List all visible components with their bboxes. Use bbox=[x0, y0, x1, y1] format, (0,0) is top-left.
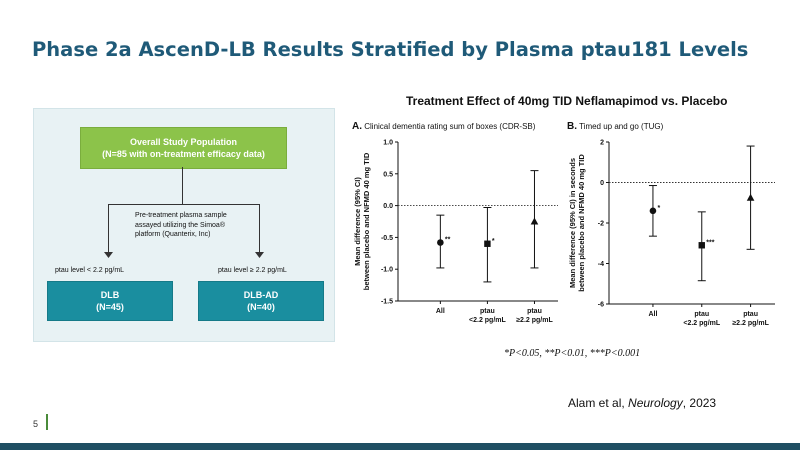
overall-population-box: Overall Study Population (N=85 with on-t… bbox=[80, 127, 287, 169]
page-number: 5 bbox=[33, 419, 39, 429]
tug-xlabel-2-line1: ptau bbox=[743, 311, 758, 318]
panel-a-label: A. Clinical dementia rating sum of boxes… bbox=[352, 121, 535, 132]
cdr-sb-chart: Mean difference (95% CI) between placebo … bbox=[353, 140, 558, 324]
tug-significance-1: *** bbox=[706, 239, 714, 246]
cdr-xlabel-2-line2: ≥2.2 pg/mL bbox=[516, 317, 553, 324]
citation-prefix: Alam et al, bbox=[568, 396, 629, 410]
tug-point-0 bbox=[649, 207, 657, 215]
cdr-point-0 bbox=[437, 239, 444, 246]
arrow-left-icon bbox=[104, 252, 113, 258]
dlb-ad-box-count: (N=40) bbox=[247, 302, 275, 312]
dlb-box-title: DLB bbox=[100, 290, 120, 300]
cdr-ytick-label-2: 0.0 bbox=[383, 203, 393, 210]
significance-note: *P<0.05, **P<0.01, ***P<0.001 bbox=[504, 348, 641, 359]
tug-ytick-label-4: -6 bbox=[598, 302, 604, 309]
dlb-ad-box-title: DLB-AD bbox=[243, 290, 279, 300]
cdr-ylabel-2: between placebo and NFMD 40 mg TID bbox=[362, 152, 371, 290]
tug-ytick-label-0: 2 bbox=[600, 140, 604, 147]
tug-ytick-label-1: 0 bbox=[600, 180, 604, 187]
right-threshold-label: ptau level ≥ 2.2 pg/mL bbox=[218, 267, 287, 274]
dlb-ad-box: DLB-AD (N=40) bbox=[198, 281, 324, 321]
arrow-right-icon bbox=[255, 252, 264, 258]
footer-bar bbox=[0, 443, 800, 450]
tug-xlabel-2-line2: ≥2.2 pg/mL bbox=[732, 320, 769, 327]
cdr-xlabel-2-line1: ptau bbox=[527, 308, 542, 315]
citation-suffix: , 2023 bbox=[682, 396, 717, 410]
tug-ylabel-1: Mean difference (95% CI) in seconds bbox=[568, 158, 577, 288]
assay-line-2: assayed utilizing the Simoa® bbox=[135, 221, 225, 229]
cdr-ylabel-1: Mean difference (95% CI) bbox=[353, 177, 362, 266]
slide-title: Phase 2a AscenD-LB Results Stratified by… bbox=[32, 38, 749, 61]
assay-description: Pre-treatment plasma sample assayed util… bbox=[135, 211, 227, 240]
cdr-ytick-label-4: -1.0 bbox=[381, 267, 393, 274]
cdr-ytick-label-1: 0.5 bbox=[383, 171, 393, 178]
tug-ytick-label-3: -4 bbox=[598, 261, 604, 268]
overall-population-count: (N=85 with on-treatment efficacy data) bbox=[102, 149, 265, 159]
connector-left bbox=[108, 204, 109, 254]
panel-b-label: B. Timed up and go (TUG) bbox=[567, 121, 663, 132]
cdr-point-1 bbox=[484, 240, 491, 247]
citation: Alam et al, Neurology, 2023 bbox=[568, 396, 716, 410]
panel-b-letter: B. bbox=[567, 121, 577, 132]
tug-ytick-label-2: -2 bbox=[598, 221, 604, 228]
cdr-ytick-label-5: -1.5 bbox=[381, 299, 393, 306]
cdr-significance-0: ** bbox=[445, 236, 451, 243]
cdr-xlabel-1-line1: ptau bbox=[480, 308, 495, 315]
tug-significance-0: * bbox=[657, 205, 660, 212]
tug-xlabel-1-line2: <2.2 pg/mL bbox=[683, 320, 720, 327]
cdr-xlabel-1-line2: <2.2 pg/mL bbox=[469, 317, 506, 324]
tug-ylabel-2: between placebo and NFMD 40 mg TID bbox=[577, 154, 586, 292]
cdr-ytick-label-0: 1.0 bbox=[383, 140, 393, 147]
tug-chart: Mean difference (95% CI) in seconds betwe… bbox=[568, 140, 775, 327]
tug-xlabel-0-line1: All bbox=[648, 311, 657, 318]
connector-horizontal bbox=[108, 204, 260, 205]
citation-journal: Neurology bbox=[628, 396, 683, 410]
tug-point-2 bbox=[746, 193, 755, 201]
panel-a-letter: A. bbox=[352, 121, 362, 132]
dlb-box-count: (N=45) bbox=[96, 302, 124, 312]
assay-line-1: Pre-treatment plasma sample bbox=[135, 212, 227, 219]
chart-header: Treatment Effect of 40mg TID Neflamapimo… bbox=[406, 94, 728, 108]
left-threshold-label: ptau level < 2.2 pg/mL bbox=[55, 267, 125, 274]
cdr-ytick-label-3: -0.5 bbox=[381, 235, 393, 242]
page-number-divider bbox=[46, 414, 48, 430]
panel-b-title: Timed up and go (TUG) bbox=[579, 122, 664, 131]
overall-population-title: Overall Study Population bbox=[129, 137, 237, 147]
connector-vertical-top bbox=[182, 167, 183, 205]
tug-xlabel-1-line1: ptau bbox=[694, 311, 709, 318]
assay-line-3: platform (Quanterix, Inc) bbox=[135, 231, 211, 238]
cdr-xlabel-0-line1: All bbox=[436, 308, 445, 315]
connector-right bbox=[259, 204, 260, 254]
cdr-point-2 bbox=[530, 217, 539, 225]
cdr-significance-1: * bbox=[492, 238, 495, 245]
tug-point-1 bbox=[698, 242, 705, 249]
dlb-box: DLB (N=45) bbox=[47, 281, 173, 321]
panel-a-title: Clinical dementia rating sum of boxes (C… bbox=[364, 122, 536, 131]
